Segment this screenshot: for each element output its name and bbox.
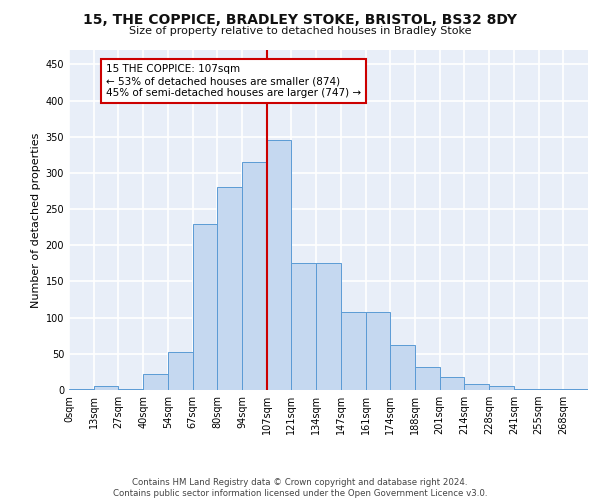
Bar [242,162,267,390]
Bar [94,386,118,390]
Text: Contains HM Land Registry data © Crown copyright and database right 2024.
Contai: Contains HM Land Registry data © Crown c… [113,478,487,498]
Bar [415,367,440,390]
Bar [365,312,390,390]
Bar [69,388,94,390]
Bar [217,188,242,390]
Text: 15, THE COPPICE, BRADLEY STOKE, BRISTOL, BS32 8DY: 15, THE COPPICE, BRADLEY STOKE, BRISTOL,… [83,12,517,26]
Bar [143,374,168,390]
Bar [193,224,217,390]
Bar [316,264,341,390]
Bar [267,140,292,390]
Bar [390,345,415,390]
Bar [514,388,539,390]
Y-axis label: Number of detached properties: Number of detached properties [31,132,41,308]
Bar [168,352,193,390]
Bar [489,386,514,390]
Bar [292,264,316,390]
Bar [341,312,365,390]
Text: Size of property relative to detached houses in Bradley Stoke: Size of property relative to detached ho… [129,26,471,36]
Bar [539,388,563,390]
Bar [464,384,489,390]
Bar [440,377,464,390]
Text: 15 THE COPPICE: 107sqm
← 53% of detached houses are smaller (874)
45% of semi-de: 15 THE COPPICE: 107sqm ← 53% of detached… [106,64,361,98]
